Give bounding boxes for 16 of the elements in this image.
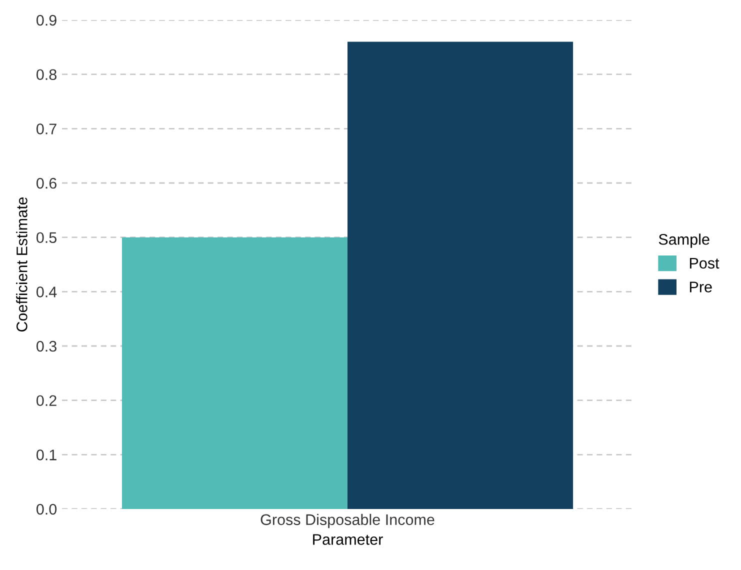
y-axis-title: Coefficient Estimate — [16, 197, 28, 332]
legend-label: Post — [690, 258, 720, 269]
y-tick-label: 0.0 — [36, 504, 57, 515]
y-tick-label: 0.3 — [36, 340, 56, 352]
y-tick-label: 0.8 — [36, 69, 56, 80]
legend-label: Pre — [690, 282, 712, 292]
x-tick-label: Gross Disposable Income — [260, 514, 434, 528]
x-axis-title: Parameter — [313, 534, 383, 545]
y-tick-label: 0.6 — [36, 178, 56, 189]
y-tick-label: 0.5 — [36, 232, 56, 244]
y-tick-label: 0.7 — [36, 124, 56, 134]
y-tick-label: 0.9 — [36, 14, 56, 26]
y-tick-label: 0.4 — [36, 286, 57, 298]
legend-title: Sample — [658, 234, 710, 248]
y-tick-label: 0.2 — [36, 395, 56, 406]
y-tick-label: 0.1 — [36, 450, 56, 460]
